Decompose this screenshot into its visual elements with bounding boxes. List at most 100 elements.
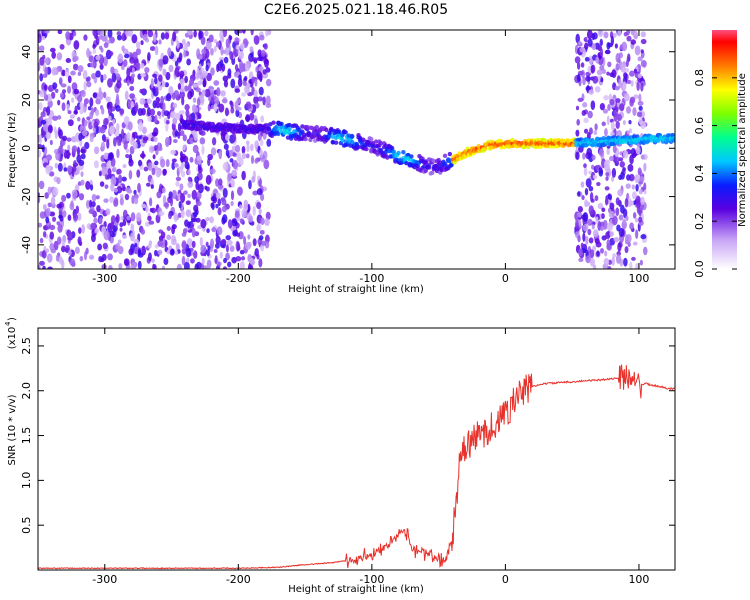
heatmap-cell-287	[76, 116, 81, 122]
heatmap-cell-944	[192, 83, 199, 88]
heatmap-cell-1978	[576, 73, 581, 83]
heatmap-cell-1333	[115, 213, 120, 223]
heatmap-cell-980	[144, 103, 149, 109]
heatmap-cell-929	[50, 196, 56, 206]
heatmap-cell-1448	[260, 49, 266, 57]
heatmap-cell-1872	[591, 223, 595, 230]
heatmap-cell-624	[177, 83, 182, 90]
heatmap-cell-81	[257, 96, 263, 102]
heatmap-cell-1152	[47, 124, 53, 134]
heatmap-cell-1181	[185, 248, 192, 258]
heatmap-cell-1957	[610, 35, 615, 46]
heatmap-cell-149	[176, 263, 183, 269]
heatmap-cell-1845	[586, 30, 593, 40]
heatmap-cell-429	[204, 30, 209, 37]
snr-ylabel: SNR (10 * v/v)	[7, 394, 18, 465]
heatmap-cell-1482	[90, 222, 96, 230]
heatmap-cell-1515	[43, 84, 48, 91]
heatmap-cell-1980	[607, 266, 612, 269]
heatmap-cell-1477	[78, 159, 85, 166]
heatmap-cell-1963	[575, 214, 579, 223]
heatmap-cell-439	[219, 90, 226, 97]
heatmap-cell-1659	[605, 176, 609, 181]
heatmap-cell-1473	[261, 240, 267, 246]
heatmap-cell-1533	[98, 216, 103, 225]
heatmap-cell-1329	[61, 259, 65, 269]
heatmap-cell-2331	[343, 130, 348, 135]
heatmap-cell-620	[83, 34, 88, 41]
heatmap-cell-1974	[618, 214, 624, 221]
heatmap-cell-115	[86, 116, 91, 121]
snr-ytick-label-3: 2.0	[20, 382, 33, 400]
colorbar-label: Normalized spectral amplitude	[737, 73, 748, 227]
heatmap-cell-507	[98, 170, 102, 177]
heatmap-cell-1805	[587, 38, 593, 47]
heatmap-cell-1553	[131, 67, 135, 73]
heatmap-cell-411	[206, 259, 212, 269]
heatmap-cell-67	[200, 36, 206, 46]
heatmap-cell-1785	[606, 222, 613, 232]
heatmap-cell-1395	[234, 144, 241, 153]
heatmap-cell-1308	[201, 89, 206, 97]
heatmap-cell-1278	[260, 193, 265, 201]
heatmap-cell-1475	[38, 149, 42, 158]
heatmap-cell-724	[86, 223, 92, 230]
colorbar-tick-label-1: 0.2	[693, 212, 706, 230]
heatmap-cell-1691	[613, 112, 618, 122]
heatmap-cell-1298	[223, 257, 228, 264]
heatmap-cell-1149	[44, 66, 49, 76]
heatmap-cell-1984	[628, 200, 634, 207]
heatmap-cell-197	[57, 162, 63, 172]
heatmap-cell-1347	[210, 48, 214, 56]
heatmap-cell-335	[160, 95, 165, 104]
heatmap-cell-1051	[92, 92, 98, 99]
heatmap-cell-1892	[594, 195, 599, 202]
heatmap-cell-1077	[92, 43, 96, 49]
heatmap-cell-1614	[602, 108, 609, 114]
heatmap-cell-646	[80, 171, 84, 177]
heatmap-cell-2012	[577, 235, 581, 243]
snr-multiplier-exp: 4	[4, 321, 12, 326]
heatmap-cell-55	[263, 159, 270, 170]
heatmap-cell-1927	[635, 262, 639, 269]
heatmap-cell-983	[60, 245, 66, 253]
heatmap-cell-726	[207, 153, 214, 161]
heatmap-cell-976	[74, 184, 80, 192]
heatmap-cell-1083	[249, 112, 255, 121]
heatmap-cell-869	[170, 149, 176, 155]
heatmap-cell-2019	[609, 98, 615, 106]
heatmap-cell-1407	[148, 220, 155, 225]
heatmap-cell-1534	[186, 257, 190, 263]
heatmap-cell-27	[201, 145, 205, 155]
heatmap-cell-1483	[111, 72, 117, 83]
heatmap-cell-1549	[110, 183, 115, 192]
heatmap-cell-953	[135, 212, 142, 222]
heatmap-cell-1942	[589, 249, 595, 259]
heatmap-cell-853	[211, 227, 217, 233]
heatmap-cell-1996	[618, 174, 623, 181]
heatmap-cell-1187	[259, 72, 263, 83]
heatmap-cell-135	[77, 65, 84, 73]
heatmap-cell-1904	[618, 103, 625, 112]
heatmap-cell-1896	[584, 188, 589, 196]
heatmap-cell-418	[131, 195, 135, 204]
heatmap-cell-1064	[257, 133, 262, 142]
heatmap-cell-1671	[618, 78, 622, 89]
heatmap-cell-1449	[154, 249, 158, 257]
heatmap-cell-1133	[122, 234, 128, 240]
heatmap-cell-706	[50, 248, 56, 254]
heatmap-cell-1967	[623, 31, 628, 37]
heatmap-cell-1231	[253, 89, 258, 98]
heatmap-cell-1945	[613, 237, 620, 243]
heatmap-cell-195	[234, 64, 239, 72]
heatmap-cell-394	[85, 199, 91, 209]
heatmap-cell-431	[180, 91, 186, 99]
heatmap-cell-742	[184, 103, 190, 111]
heatmap-cell-897	[65, 57, 72, 64]
heatmap-cell-93	[72, 63, 79, 71]
heatmap-cell-1796	[606, 71, 610, 76]
heatmap-cell-1139	[67, 250, 72, 256]
heatmap-cell-1821	[604, 162, 610, 172]
heatmap-cell-514	[65, 244, 70, 253]
heatmap-cell-2228	[287, 126, 292, 132]
